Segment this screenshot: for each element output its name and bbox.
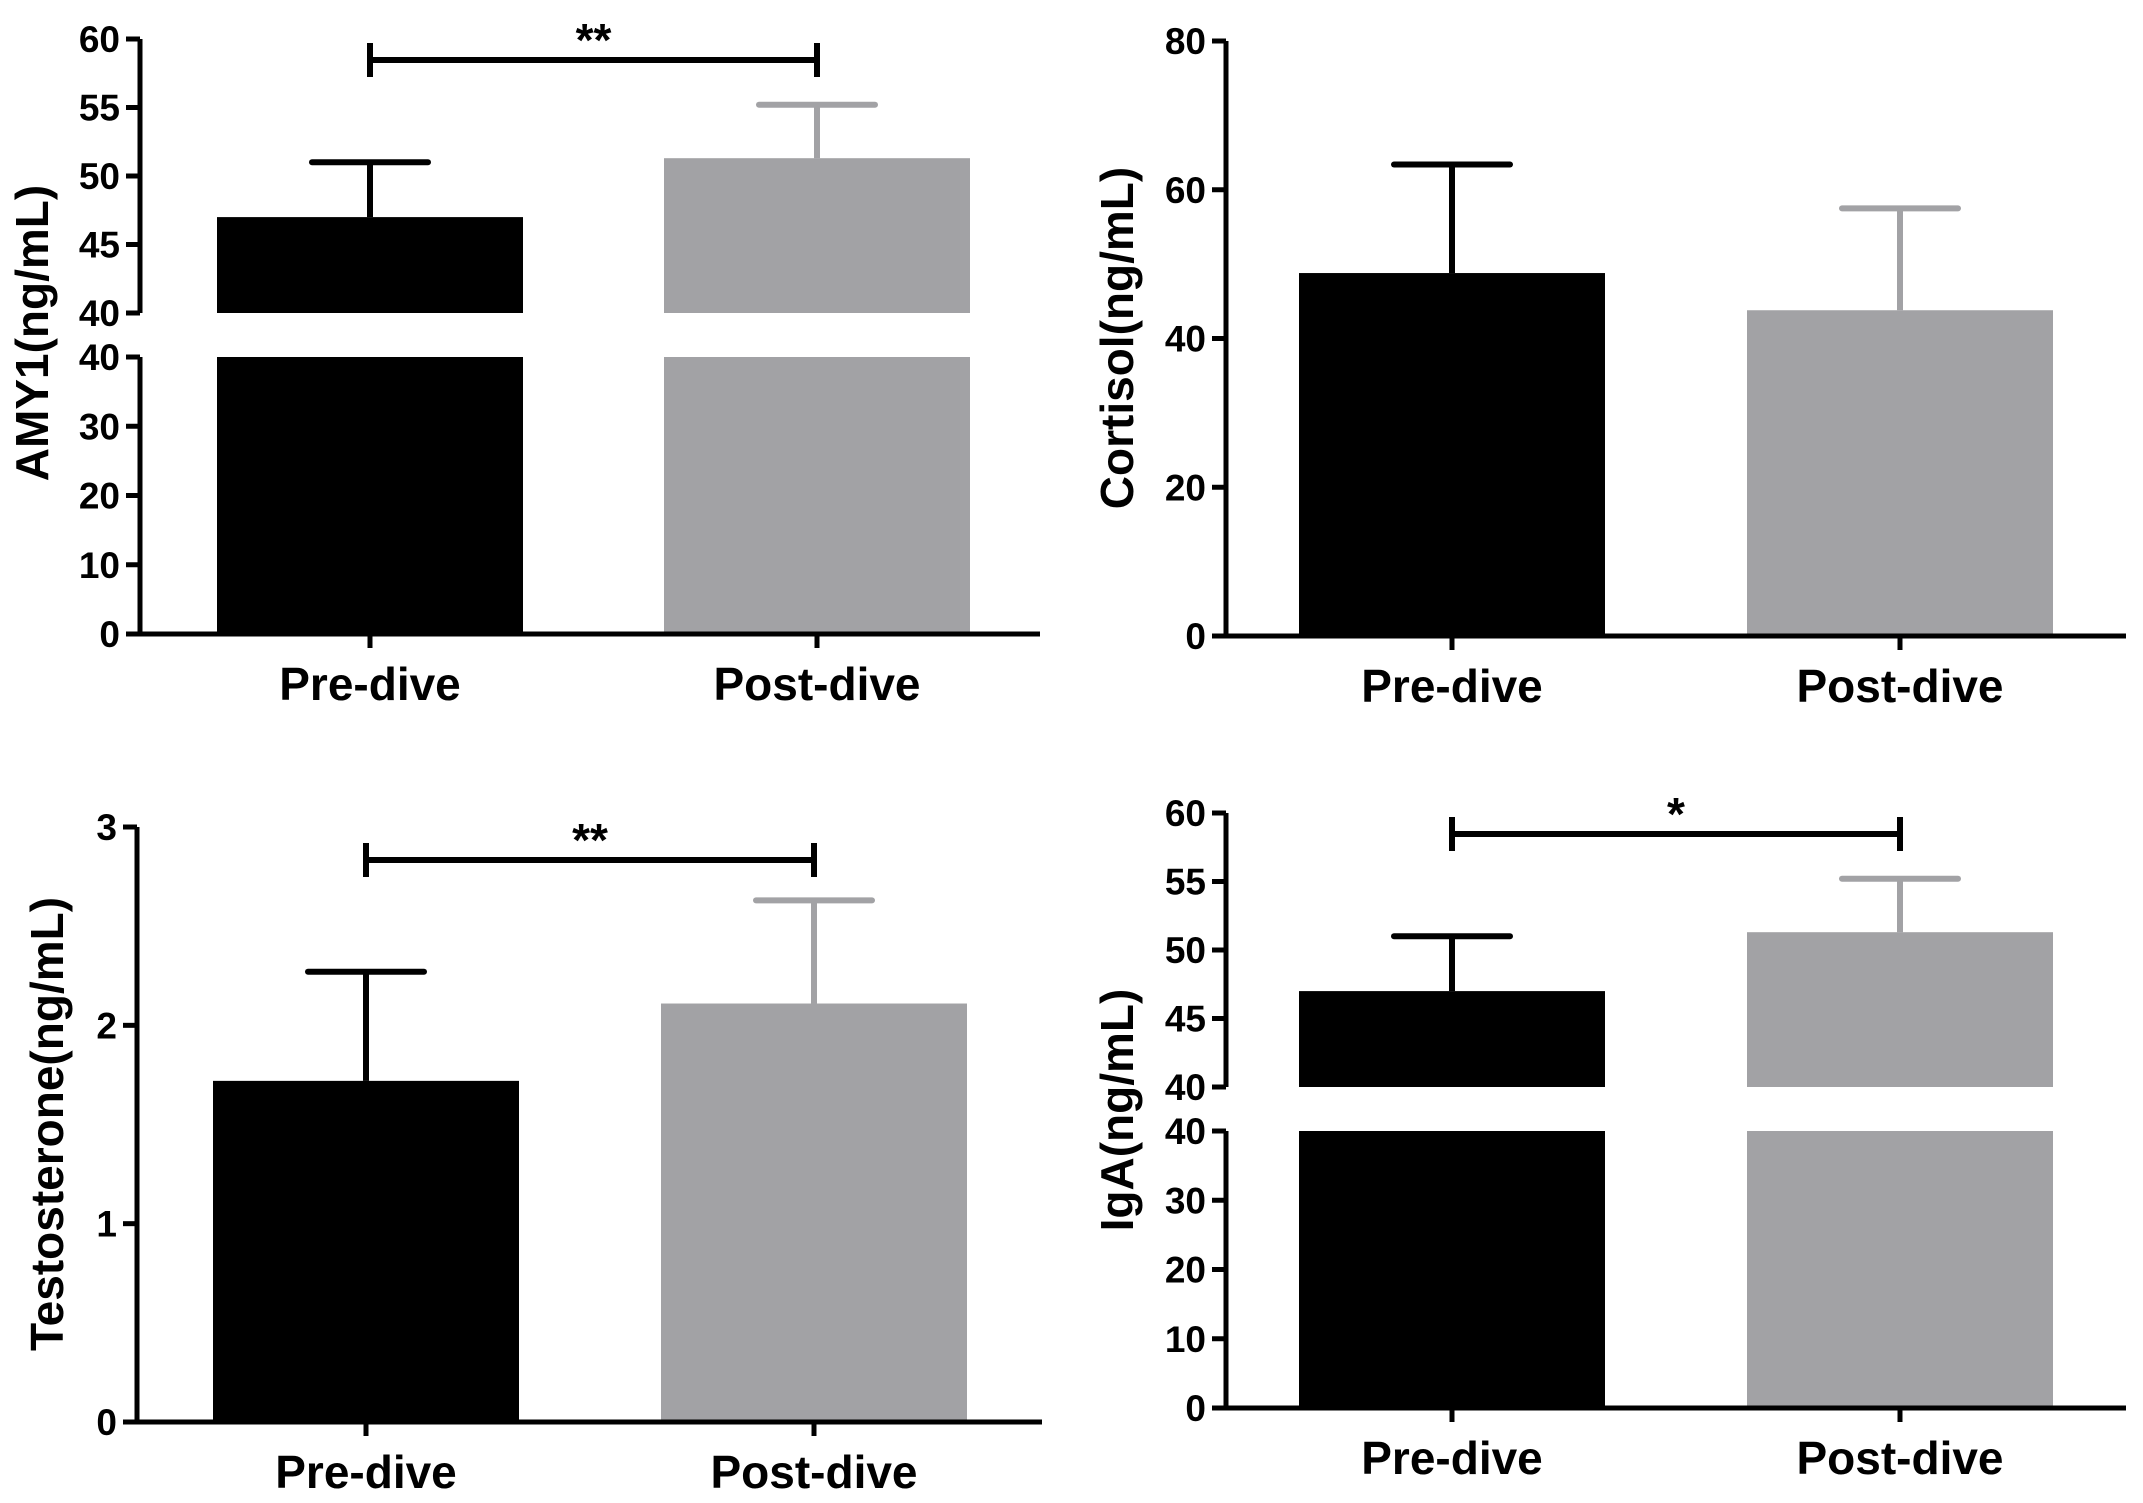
cortisol-panel: Pre-dive Post-dive 0 20 40 60 80 Cortisol(ng/mL… [1091, 21, 2126, 712]
cortisol-y-tick-label: 0 [1185, 616, 1206, 657]
amy1-y-tick-label: 30 [79, 406, 120, 447]
iga-bar-post-dive-lower [1747, 1131, 2053, 1408]
testosterone-y-tick-label: 2 [96, 1005, 117, 1046]
amy1-y-tick-label: 50 [79, 156, 120, 197]
amy1-category-label-pre-dive: Pre-dive [279, 658, 461, 710]
testosterone-bar-post-dive [661, 1003, 967, 1422]
amy1-bar-pre-dive-upper [217, 217, 523, 313]
testosterone-y-tick-label: 1 [96, 1204, 117, 1245]
cortisol-bar-post-dive [1747, 310, 2053, 636]
amy1-y-tick-label: 40 [79, 293, 120, 334]
testosterone-panel: Pre-dive Post-dive 0 1 2 3 Testosterone(ng/mL)… [21, 807, 1042, 1498]
amy1-bar-post-dive-upper [664, 158, 970, 313]
testosterone-category-label-post-dive: Post-dive [710, 1446, 917, 1498]
cortisol-y-axis-title: Cortisol(ng/mL) [1091, 167, 1143, 509]
testosterone-bar-pre-dive [213, 1080, 519, 1422]
iga-bar-post-dive-upper [1747, 932, 2053, 1087]
iga-bar-pre-dive-lower [1299, 1131, 1605, 1408]
iga-y-tick-label: 45 [1165, 999, 1206, 1040]
iga-y-tick-label: 40 [1165, 1067, 1206, 1108]
iga-bar-pre-dive-upper [1299, 991, 1605, 1087]
amy1-y-tick-label: 55 [79, 88, 120, 129]
testosterone-y-tick-label: 3 [96, 807, 117, 848]
cortisol-y-tick-label: 80 [1165, 21, 1206, 62]
amy1-bar-post-dive-lower [664, 357, 970, 634]
amy1-y-tick-label: 60 [79, 19, 120, 60]
amy1-y-tick-label: 0 [99, 614, 120, 655]
iga-category-label-post-dive: Post-dive [1796, 1432, 2003, 1484]
iga-y-tick-label: 30 [1165, 1180, 1206, 1221]
iga-y-tick-label: 40 [1165, 1111, 1206, 1152]
amy1-category-label-post-dive: Post-dive [713, 658, 920, 710]
amy1-significance-label: ** [576, 14, 612, 66]
amy1-y-tick-label: 45 [79, 225, 120, 266]
cortisol-category-label-pre-dive: Pre-dive [1361, 660, 1543, 712]
iga-y-tick-label: 0 [1185, 1388, 1206, 1429]
iga-y-tick-label: 50 [1165, 930, 1206, 971]
iga-y-tick-label: 55 [1165, 862, 1206, 903]
testosterone-y-tick-label: 0 [96, 1402, 117, 1443]
amy1-y-axis-title: AMY1(ng/mL) [6, 185, 58, 481]
iga-y-tick-label: 20 [1165, 1250, 1206, 1291]
testosterone-category-label-pre-dive: Pre-dive [275, 1446, 457, 1498]
iga-y-axis-title: IgA(ng/mL) [1091, 989, 1143, 1232]
amy1-y-tick-label: 10 [79, 545, 120, 586]
iga-y-tick-label: 10 [1165, 1319, 1206, 1360]
cortisol-y-tick-label: 40 [1165, 319, 1206, 360]
amy1-y-tick-label: 20 [79, 476, 120, 517]
iga-category-label-pre-dive: Pre-dive [1361, 1432, 1543, 1484]
amy1-y-tick-label: 40 [79, 337, 120, 378]
cortisol-category-label-post-dive: Post-dive [1796, 660, 2003, 712]
iga-significance-label: * [1667, 788, 1685, 840]
testosterone-significance-label: ** [572, 814, 608, 866]
cortisol-y-tick-label: 60 [1165, 170, 1206, 211]
cortisol-y-tick-label: 20 [1165, 467, 1206, 508]
iga-y-tick-label: 60 [1165, 793, 1206, 834]
cortisol-bar-pre-dive [1299, 273, 1605, 636]
testosterone-y-axis-title: Testosterone(ng/mL) [21, 897, 73, 1351]
amy1-bar-pre-dive-lower [217, 357, 523, 634]
